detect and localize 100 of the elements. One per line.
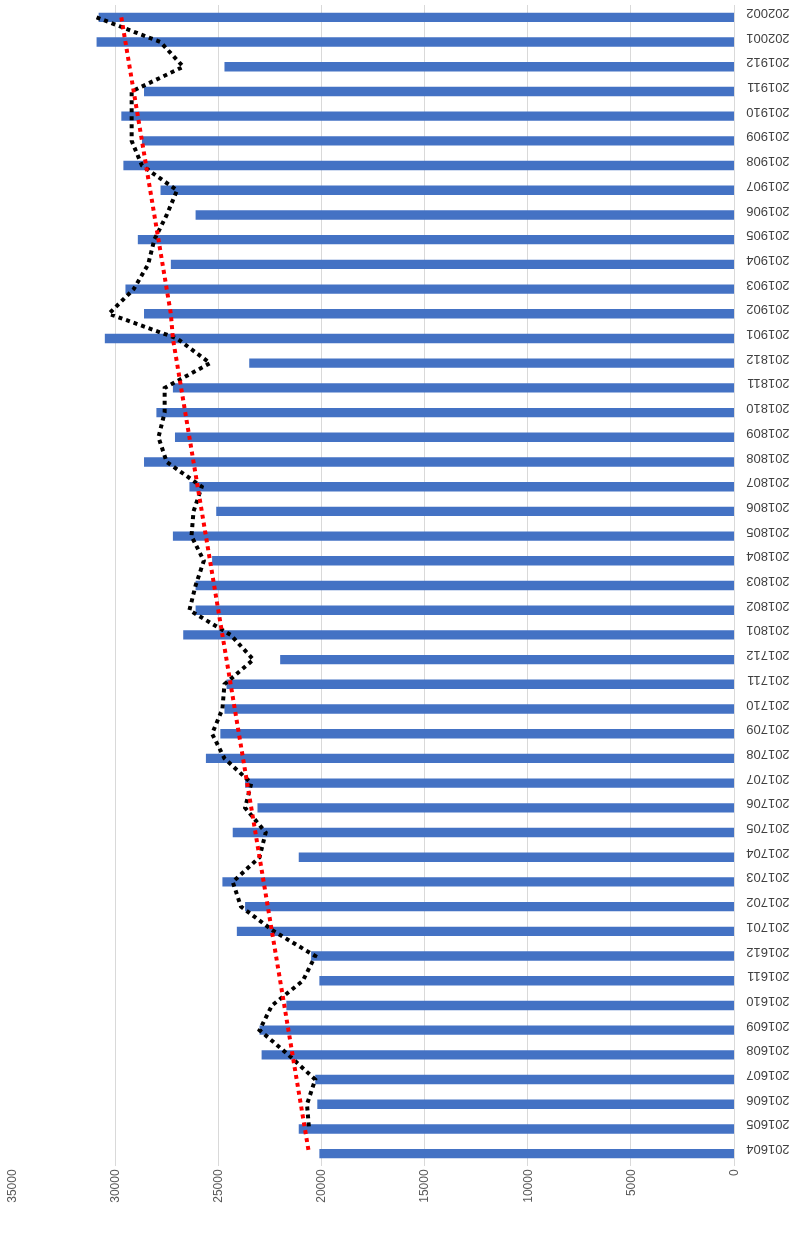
y-tick-label: 201707	[746, 771, 790, 787]
bar	[144, 309, 734, 319]
y-tick-label: 201811	[747, 376, 790, 392]
y-tick-label: 201804	[746, 549, 790, 565]
bar	[224, 62, 734, 72]
bar	[121, 111, 734, 121]
x-tick-label: 25000	[211, 1169, 226, 1203]
y-tick-label: 201903	[746, 277, 790, 293]
y-tick-label: 201802	[746, 598, 790, 614]
y-tick-label: 201611	[747, 969, 790, 985]
y-tick-label: 201801	[746, 623, 790, 639]
y-tick-label: 201905	[746, 228, 790, 244]
y-tick-label: 201703	[746, 870, 790, 886]
y-tick-label: 201705	[746, 821, 790, 837]
bar	[172, 383, 734, 393]
bar	[144, 457, 734, 467]
y-tick-label: 201907	[746, 178, 790, 194]
bar	[226, 679, 734, 689]
bar	[123, 160, 734, 171]
y-tick-label: 202002	[746, 5, 790, 21]
y-tick-label: 201901	[746, 327, 790, 343]
bar	[189, 482, 734, 492]
bar	[137, 234, 734, 245]
x-tick-label: 0	[726, 1169, 741, 1177]
bar	[261, 1050, 734, 1060]
y-tick-label: 201604	[746, 1142, 790, 1158]
y-tick-label: 201809	[746, 425, 790, 441]
y-tick-label: 201803	[746, 574, 790, 590]
x-tick-label: 35000	[4, 1169, 19, 1203]
bar	[317, 1099, 734, 1109]
y-tick-label: 201810	[746, 401, 790, 417]
bar	[220, 729, 734, 739]
y-tick-label: 201806	[746, 499, 790, 515]
y-tick-label: 201812	[746, 351, 790, 367]
x-tick-label: 10000	[520, 1169, 535, 1203]
bar	[286, 1000, 734, 1011]
bar	[205, 753, 734, 764]
bar	[249, 358, 734, 368]
bar	[174, 432, 734, 442]
y-tick-label: 201805	[746, 524, 790, 540]
bar	[104, 333, 734, 344]
bar	[98, 12, 734, 23]
y-tick-label: 201709	[746, 722, 790, 738]
y-tick-label: 201702	[746, 895, 790, 911]
bar	[125, 284, 734, 294]
bar	[224, 704, 734, 714]
y-tick-label: 201902	[746, 302, 790, 318]
bar	[245, 901, 734, 912]
y-tick-label: 201912	[746, 55, 790, 71]
bar	[141, 136, 734, 146]
bar	[280, 654, 734, 665]
y-tick-label: 201711	[747, 672, 790, 688]
bar	[232, 827, 734, 838]
y-tick-label: 201610	[746, 993, 790, 1009]
bar	[212, 556, 734, 566]
bar	[257, 803, 734, 813]
bar	[311, 951, 734, 961]
y-tick-label: 201710	[746, 697, 790, 713]
y-tick-label: 201606	[746, 1092, 790, 1108]
y-tick-label: 201910	[746, 104, 790, 120]
bar	[96, 37, 734, 47]
bar	[170, 259, 734, 270]
y-tick-label: 201609	[746, 1018, 790, 1034]
y-tick-label: 201612	[746, 944, 790, 960]
bar	[298, 1124, 734, 1134]
bar	[183, 630, 734, 640]
bar	[195, 580, 734, 591]
bar	[315, 1074, 734, 1085]
y-tick-label: 201904	[746, 252, 790, 268]
y-tick-label: 201909	[746, 129, 790, 145]
y-tick-label: 201708	[746, 746, 790, 762]
bar	[222, 877, 734, 887]
y-tick-label: 201911	[747, 80, 790, 96]
y-tick-label: 201712	[746, 648, 790, 664]
y-tick-label: 201908	[746, 154, 790, 170]
y-tick-label: 201706	[746, 796, 790, 812]
x-tick-label: 5000	[623, 1169, 638, 1197]
bar	[319, 1148, 734, 1159]
bar	[259, 1025, 734, 1035]
bar	[144, 86, 734, 97]
y-tick-label: 201608	[746, 1043, 790, 1059]
bar	[216, 506, 734, 517]
x-tick-label: 15000	[417, 1169, 432, 1203]
y-tick-label: 201605	[746, 1117, 790, 1133]
bar	[172, 531, 734, 541]
x-tick-label: 30000	[108, 1169, 123, 1203]
bar	[195, 210, 734, 220]
bar	[319, 976, 734, 986]
y-tick-label: 201607	[746, 1068, 790, 1084]
bar	[236, 926, 734, 937]
bar	[245, 778, 734, 788]
y-tick-label: 201701	[746, 919, 790, 935]
bar	[156, 407, 734, 418]
y-tick-label: 201807	[746, 475, 790, 491]
y-tick-label: 201906	[746, 203, 790, 219]
x-tick-label: 20000	[314, 1169, 329, 1203]
bar	[160, 185, 734, 195]
y-tick-label: 201808	[746, 450, 790, 466]
bar	[298, 852, 734, 862]
y-tick-label: 201704	[746, 845, 790, 861]
